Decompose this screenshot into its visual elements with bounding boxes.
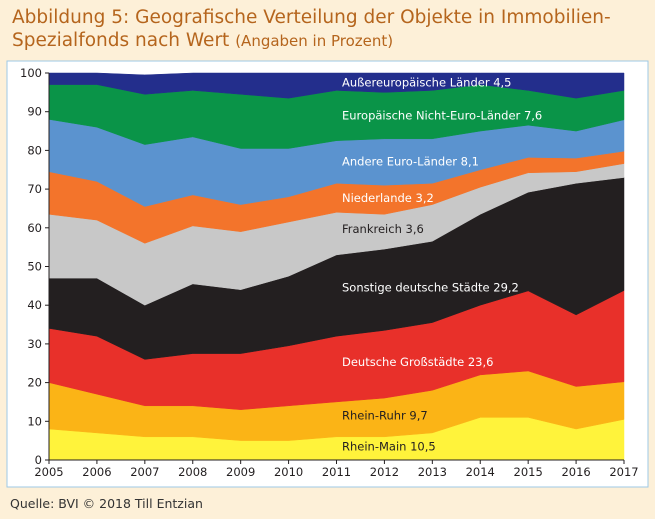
series-label-sonstige-deutsche-städte: Sonstige deutsche Städte 29,2 (342, 280, 519, 294)
series-label-andere-euro-länder: Andere Euro-Länder 8,1 (342, 155, 479, 169)
x-tick-label: 2007 (130, 465, 159, 479)
series-label-frankreich: Frankreich 3,6 (342, 222, 424, 236)
x-tick-label: 2016 (561, 465, 590, 479)
figure-title: Abbildung 5: Geografische Verteilung der… (12, 6, 642, 53)
y-tick-label: 0 (35, 453, 42, 467)
x-tick-label: 2011 (322, 465, 351, 479)
y-tick-label: 10 (27, 414, 42, 428)
axes: 0 10 20 30 40 50 60 70 80 90 100 2005 2006 2007 2008 20… (20, 66, 639, 479)
y-tick-label: 60 (27, 221, 42, 235)
figure-subtitle: (Angaben in Prozent) (235, 32, 394, 50)
x-tick-label: 2008 (178, 465, 207, 479)
series-label-niederlande: Niederlande 3,2 (342, 191, 434, 205)
area-außereuropäische-länder (48, 72, 625, 99)
source-note: Quelle: BVI © 2018 Till Entzian (10, 496, 203, 511)
x-tick-label: 2012 (370, 465, 399, 479)
y-tick-label: 90 (27, 105, 42, 119)
series-label-rhein-main: Rhein-Main 10,5 (342, 439, 436, 453)
x-tick-label: 2005 (34, 465, 63, 479)
y-tick-label: 50 (27, 260, 42, 274)
series-labels: Rhein-Main 10,5 Rhein-Ruhr 9,7 Deutsche Gr… (342, 75, 542, 453)
series-label-rhein-ruhr: Rhein-Ruhr 9,7 (342, 409, 428, 423)
x-tick-label: 2017 (609, 465, 638, 479)
series-label-deutsche-großstädte: Deutsche Großstädte 23,6 (342, 355, 493, 369)
x-tick-label: 2013 (418, 465, 447, 479)
x-tick-label: 2006 (82, 465, 111, 479)
y-tick-label: 20 (27, 376, 42, 390)
y-tick-label: 80 (27, 143, 42, 157)
x-tick-label: 2010 (274, 465, 303, 479)
x-tick-label: 2014 (466, 465, 495, 479)
area-layers (48, 72, 625, 461)
series-label-europäische-nicht-euro-länder: Europäische Nicht-Euro-Länder 7,6 (342, 108, 542, 122)
y-tick-label: 70 (27, 182, 42, 196)
x-tick-label: 2009 (226, 465, 255, 479)
title-text: Abbildung 5: Geografische Verteilung der… (12, 7, 611, 51)
x-tick-label: 2015 (514, 465, 543, 479)
y-tick-label: 100 (20, 66, 42, 80)
y-tick-label: 40 (27, 298, 42, 312)
series-label-außereuropäische-länder: Außereuropäische Länder 4,5 (342, 75, 512, 89)
y-tick-label: 30 (27, 337, 42, 351)
